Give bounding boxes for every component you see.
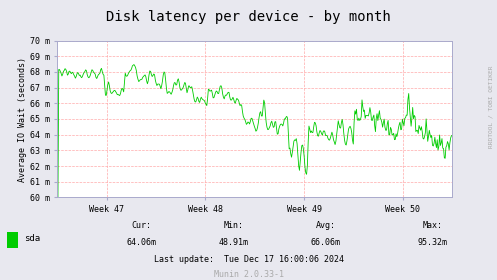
Text: Last update:  Tue Dec 17 16:00:06 2024: Last update: Tue Dec 17 16:00:06 2024	[154, 255, 343, 263]
Text: 48.91m: 48.91m	[219, 238, 248, 247]
Text: Avg:: Avg:	[316, 221, 335, 230]
Text: 64.06m: 64.06m	[127, 238, 157, 247]
Text: Munin 2.0.33-1: Munin 2.0.33-1	[214, 270, 283, 279]
Text: RRDTOOL / TOBI OETIKER: RRDTOOL / TOBI OETIKER	[489, 65, 494, 148]
Text: 66.06m: 66.06m	[311, 238, 340, 247]
Text: Min:: Min:	[224, 221, 244, 230]
Y-axis label: Average IO Wait (seconds): Average IO Wait (seconds)	[18, 57, 27, 181]
Text: Disk latency per device - by month: Disk latency per device - by month	[106, 10, 391, 24]
Text: Cur:: Cur:	[132, 221, 152, 230]
Text: sda: sda	[24, 234, 40, 243]
Text: 95.32m: 95.32m	[417, 238, 447, 247]
Text: Max:: Max:	[422, 221, 442, 230]
